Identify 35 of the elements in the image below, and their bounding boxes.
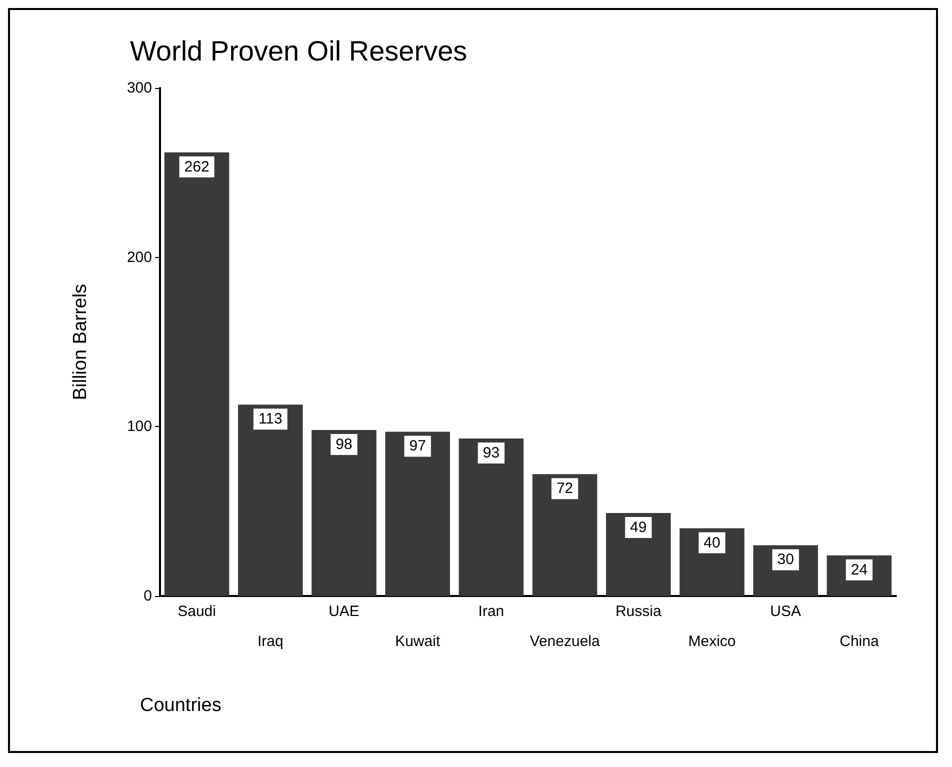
- bar: [312, 430, 376, 596]
- y-tick-label: 100: [126, 418, 152, 436]
- x-tick-label: Saudi: [178, 603, 216, 620]
- x-axis-title: Countries: [140, 695, 222, 716]
- bar: [458, 438, 524, 596]
- x-tick-label: Mexico: [688, 633, 736, 650]
- x-tick-label: Iraq: [257, 633, 284, 650]
- y-tick-label: 300: [126, 80, 152, 96]
- data-label: 93: [482, 444, 500, 462]
- data-label: 40: [704, 534, 720, 552]
- chart-title: World Proven Oil Reserves: [130, 36, 468, 66]
- y-tick-label: 200: [126, 248, 152, 266]
- bar: [385, 432, 450, 596]
- x-tick-label: Iran: [478, 603, 504, 620]
- y-axis-title: Billion Barrels: [70, 284, 91, 400]
- data-label: 72: [556, 480, 574, 498]
- x-tick-label: Venezuela: [530, 633, 600, 650]
- y-tick-label: 0: [144, 588, 152, 604]
- data-label: 24: [850, 561, 868, 578]
- x-tick-label: China: [840, 633, 880, 650]
- data-label: 49: [630, 519, 647, 536]
- data-label: 113: [258, 410, 282, 428]
- bar: [680, 528, 744, 596]
- x-tick-label: UAE: [328, 603, 360, 620]
- data-label: 97: [409, 438, 426, 455]
- data-label: 98: [336, 436, 352, 454]
- bar: [532, 474, 598, 596]
- bar: [606, 513, 671, 596]
- x-tick-label: USA: [770, 603, 802, 620]
- data-label: 30: [777, 551, 794, 568]
- x-tick-label: Russia: [615, 603, 662, 620]
- x-tick-label: Kuwait: [395, 633, 441, 650]
- data-label: 262: [184, 158, 210, 176]
- bar: [238, 404, 303, 596]
- bar: [164, 152, 230, 596]
